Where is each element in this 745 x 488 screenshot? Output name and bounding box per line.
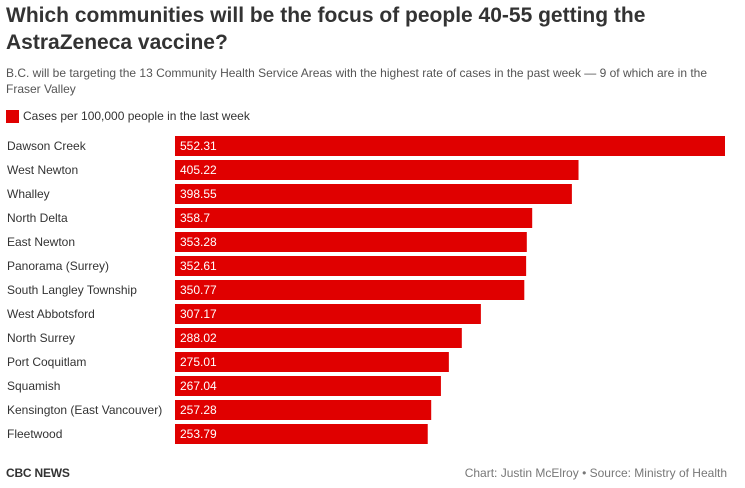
category-label: East Newton (7, 235, 75, 249)
value-label: 350.77 (180, 283, 217, 297)
bar (175, 184, 572, 204)
bar (175, 304, 481, 324)
bar (175, 400, 432, 420)
value-label: 267.04 (180, 379, 217, 393)
value-label: 405.22 (180, 163, 217, 177)
value-label: 352.61 (180, 259, 217, 273)
category-label: North Surrey (7, 331, 75, 345)
legend: Cases per 100,000 people in the last wee… (6, 109, 250, 123)
legend-label: Cases per 100,000 people in the last wee… (23, 109, 250, 123)
value-label: 358.7 (180, 211, 210, 225)
bar (175, 352, 449, 372)
bar (175, 256, 527, 276)
category-label: Port Coquitlam (7, 355, 86, 369)
category-label: Squamish (7, 379, 60, 393)
value-label: 275.01 (180, 355, 217, 369)
value-label: 257.28 (180, 403, 217, 417)
category-label: Whalley (7, 187, 50, 201)
category-label: Dawson Creek (7, 139, 87, 153)
bar (175, 280, 525, 300)
source-credit: Chart: Justin McElroy • Source: Ministry… (464, 466, 727, 480)
value-label: 353.28 (180, 235, 217, 249)
category-label: South Langley Township (7, 283, 137, 297)
category-label: Kensington (East Vancouver) (7, 403, 162, 417)
category-label: West Newton (7, 163, 78, 177)
category-label: Fleetwood (7, 427, 62, 441)
bar (175, 136, 725, 156)
legend-swatch (6, 109, 19, 123)
category-label: Panorama (Surrey) (7, 259, 109, 273)
bar (175, 232, 527, 252)
category-label: West Abbotsford (7, 307, 95, 321)
value-label: 253.79 (180, 427, 217, 441)
bar-chart: Dawson Creek 552.31 West Newton 405.22 Whall… (7, 136, 725, 444)
chart-title: Which communities will be the focus of p… (6, 4, 646, 54)
chart-subtitle: B.C. will be targeting the 13 Community … (6, 66, 708, 96)
bar (175, 160, 579, 180)
bar (175, 424, 428, 444)
bar (175, 376, 441, 396)
category-label: North Delta (7, 211, 68, 225)
brand-logo: CBC NEWS (6, 466, 70, 480)
value-label: 307.17 (180, 307, 217, 321)
value-label: 288.02 (180, 331, 217, 345)
bar (175, 208, 533, 228)
value-label: 398.55 (180, 187, 217, 201)
value-label: 552.31 (180, 139, 217, 153)
bar (175, 328, 462, 348)
